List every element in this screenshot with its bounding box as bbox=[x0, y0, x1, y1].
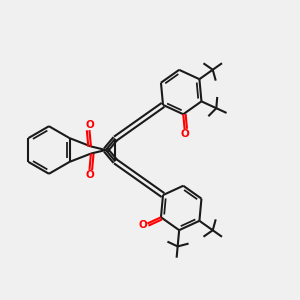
Text: O: O bbox=[181, 129, 189, 139]
Text: O: O bbox=[86, 170, 95, 180]
Text: O: O bbox=[86, 120, 95, 130]
Text: O: O bbox=[139, 220, 148, 230]
